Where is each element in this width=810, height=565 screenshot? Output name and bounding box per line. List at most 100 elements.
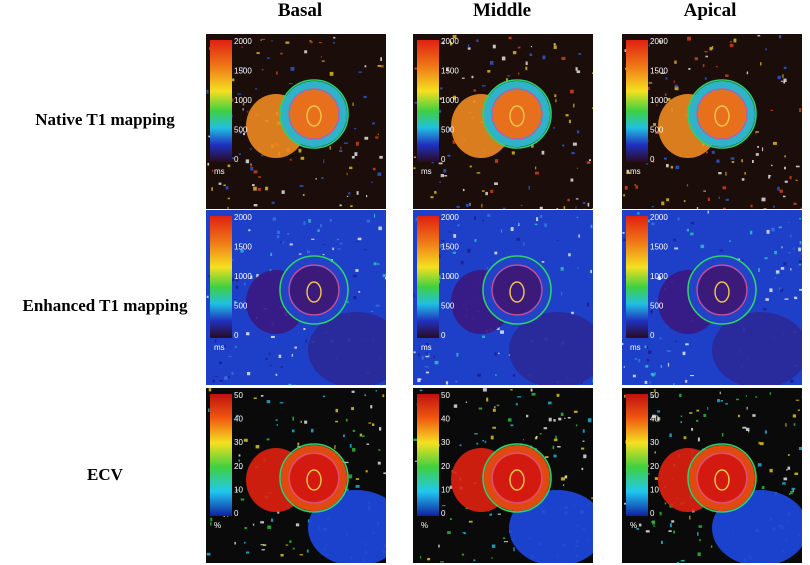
image-speckle <box>292 547 295 550</box>
image-speckle <box>624 502 626 505</box>
image-speckle <box>332 247 334 251</box>
image-speckle <box>800 207 802 209</box>
image-speckle <box>644 345 647 349</box>
image-speckle <box>279 402 284 404</box>
image-speckle <box>460 260 464 265</box>
image-speckle <box>358 291 361 293</box>
image-speckle <box>646 359 650 362</box>
image-speckle <box>308 251 310 254</box>
image-speckle <box>288 383 292 385</box>
image-speckle <box>354 152 358 156</box>
blood-pool-roi <box>714 469 730 491</box>
image-speckle <box>578 234 580 238</box>
image-speckle <box>344 486 347 490</box>
image-speckle <box>502 207 506 209</box>
image-speckle <box>311 428 314 433</box>
image-speckle <box>718 172 722 175</box>
image-speckle <box>745 395 747 397</box>
image-speckle <box>491 557 493 559</box>
image-speckle <box>536 217 539 222</box>
image-speckle <box>379 427 382 431</box>
image-speckle <box>474 216 477 220</box>
image-speckle <box>348 474 353 479</box>
image-speckle <box>799 218 801 220</box>
map-panel-ecv-middle: 50 40 30 20 10 0% <box>413 388 593 563</box>
image-speckle <box>530 45 533 48</box>
image-speckle <box>760 62 762 66</box>
image-speckle <box>783 78 787 83</box>
image-speckle <box>725 198 729 201</box>
row-header-native-t1: Native T1 mapping <box>35 110 175 129</box>
image-speckle <box>560 477 565 481</box>
image-speckle <box>780 267 785 270</box>
image-speckle <box>788 221 790 223</box>
epicardial-contour <box>482 79 552 149</box>
image-speckle <box>352 448 356 452</box>
image-speckle <box>622 343 624 345</box>
image-speckle <box>364 394 366 396</box>
image-speckle <box>223 184 226 187</box>
image-speckle <box>231 259 234 261</box>
endocardial-contour <box>288 88 340 140</box>
image-speckle <box>723 207 726 209</box>
image-speckle <box>523 242 525 247</box>
image-speckle <box>440 174 444 178</box>
image-speckle <box>512 51 517 55</box>
image-speckle <box>570 89 574 94</box>
image-speckle <box>661 540 663 544</box>
image-speckle <box>366 219 371 223</box>
image-speckle <box>673 238 676 242</box>
image-speckle <box>370 310 374 312</box>
image-speckle <box>778 35 782 39</box>
image-speckle <box>442 505 446 507</box>
image-speckle <box>329 146 331 150</box>
scale-tick-label: 500 <box>650 126 664 135</box>
image-speckle <box>362 435 365 437</box>
image-speckle <box>382 274 386 278</box>
image-speckle <box>711 46 714 50</box>
image-speckle <box>582 440 585 442</box>
image-speckle <box>211 187 213 191</box>
image-speckle <box>377 133 379 135</box>
image-speckle <box>590 269 592 274</box>
image-speckle <box>484 440 487 444</box>
image-speckle <box>291 429 295 433</box>
image-speckle <box>590 224 593 228</box>
image-speckle <box>354 128 357 130</box>
image-speckle <box>239 467 242 470</box>
image-speckle <box>561 291 563 296</box>
scale-tick-label: 40 <box>234 415 243 424</box>
image-speckle <box>438 162 443 165</box>
image-speckle <box>656 104 658 106</box>
endocardial-contour <box>491 264 543 316</box>
image-speckle <box>704 50 708 53</box>
image-speckle <box>358 71 363 73</box>
image-speckle <box>733 38 737 43</box>
scale-tick-label: 0 <box>650 155 655 164</box>
image-speckle <box>298 253 302 255</box>
image-speckle <box>749 230 753 235</box>
image-speckle <box>227 376 230 378</box>
image-speckle <box>365 470 368 473</box>
image-speckle <box>522 439 524 441</box>
image-speckle <box>573 103 575 108</box>
image-speckle <box>576 216 579 218</box>
image-speckle <box>224 376 228 380</box>
image-speckle <box>340 146 342 150</box>
image-speckle <box>322 254 325 256</box>
image-speckle <box>755 131 759 133</box>
image-speckle <box>671 520 675 523</box>
image-speckle <box>659 40 662 43</box>
scale-tick-label: 1500 <box>441 243 459 252</box>
image-speckle <box>799 241 802 245</box>
image-speckle <box>248 229 251 232</box>
image-speckle <box>779 189 783 193</box>
image-speckle <box>561 56 566 60</box>
image-speckle <box>703 414 707 417</box>
scale-tick-label: 2000 <box>441 37 459 46</box>
image-speckle <box>626 169 630 174</box>
image-speckle <box>755 153 759 156</box>
color-scale-bar <box>626 40 648 162</box>
image-speckle <box>270 252 273 256</box>
image-speckle <box>478 407 483 410</box>
